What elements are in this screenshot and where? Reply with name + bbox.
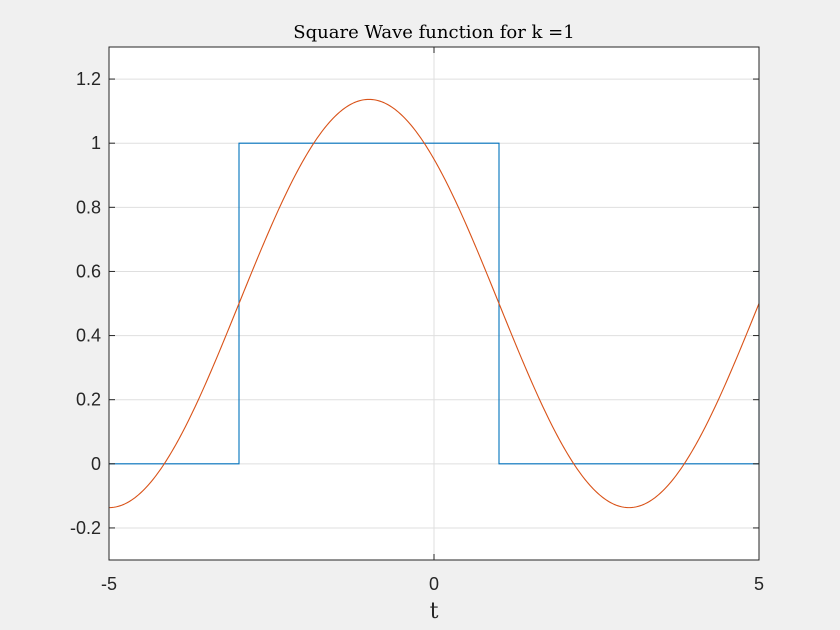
y-tick-label: 0 xyxy=(91,454,101,474)
y-tick-label: 1.2 xyxy=(76,69,101,89)
x-tick-label: 0 xyxy=(429,574,439,594)
y-tick-label: 0.4 xyxy=(76,326,101,346)
y-tick-label: 1 xyxy=(91,133,101,153)
series-line-fourier xyxy=(108,98,760,509)
x-tick-label: 5 xyxy=(754,574,764,594)
y-tick-label: 0.2 xyxy=(76,390,101,410)
chart-title: Square Wave function for k =1 xyxy=(293,22,574,43)
tick-labels: -0.2 0 0.2 0.4 0.6 0.8 1 1.2 -5 0 5 xyxy=(70,69,764,594)
y-tick-label: -0.2 xyxy=(70,518,101,538)
tick-marks xyxy=(108,47,760,560)
x-axis-label: t xyxy=(430,599,439,624)
y-tick-label: 0.8 xyxy=(76,197,101,217)
y-tick-label: 0.6 xyxy=(76,261,101,281)
x-tick-label: -5 xyxy=(101,574,117,594)
grid-lines xyxy=(109,47,759,560)
